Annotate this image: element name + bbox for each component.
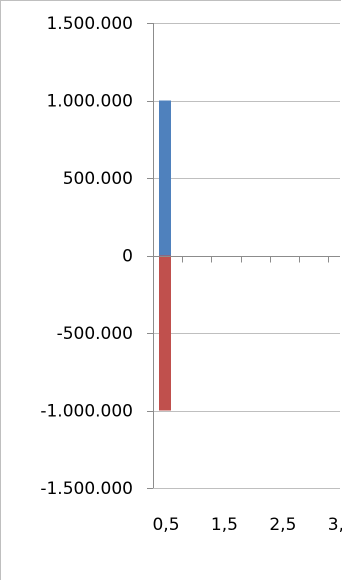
y-tick-label-2: 500.000 [63, 169, 133, 189]
x-tick-label-3: 3,5 [328, 515, 342, 535]
bar-series-1-1 [159, 100, 171, 256]
bar-series-2-1 [159, 255, 171, 411]
y-tick-label-1: 1.000.000 [46, 92, 133, 112]
x-tick-label-1: 1,5 [211, 515, 238, 535]
x-tick-label-0: 0,5 [152, 515, 179, 535]
y-tick-label-0: 1.500.000 [46, 14, 133, 34]
y-tick-label-4: -500.000 [57, 324, 133, 344]
y-tick-label-5: -1.000.000 [40, 402, 133, 422]
y-tick-label-6: -1.500.000 [40, 479, 133, 499]
x-tick-label-2: 2,5 [269, 515, 296, 535]
y-tick-label-3: 0 [122, 247, 133, 267]
